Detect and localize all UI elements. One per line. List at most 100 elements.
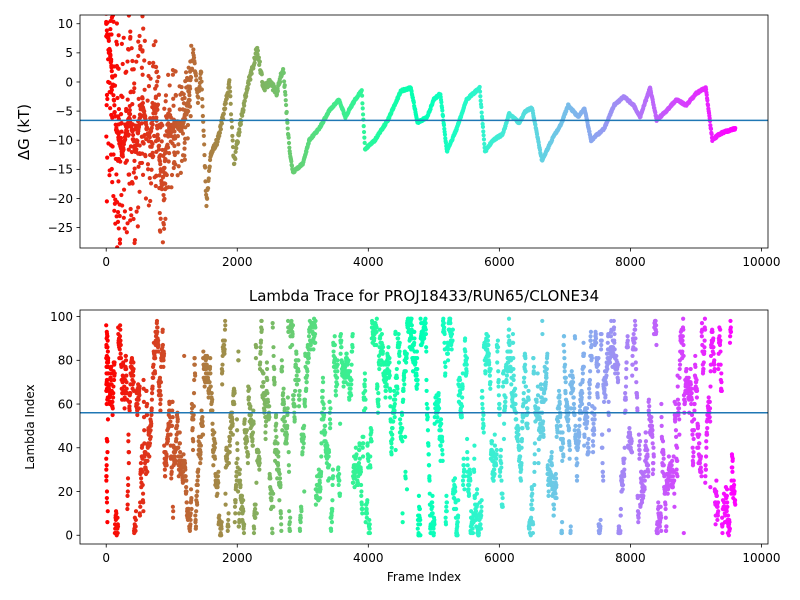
delta-g-point xyxy=(193,73,199,78)
delta-g-point xyxy=(282,79,287,84)
lambda-point xyxy=(498,454,503,459)
lambda-point xyxy=(133,517,138,523)
delta-g-point xyxy=(127,111,132,116)
delta-g-point xyxy=(246,81,251,87)
lambda-point xyxy=(235,447,240,453)
lambda-point xyxy=(388,404,393,409)
delta-g-point xyxy=(281,67,286,72)
lambda-point xyxy=(245,460,251,466)
lambda-point xyxy=(216,480,221,485)
lambda-point xyxy=(515,439,521,444)
delta-g-point xyxy=(147,152,153,158)
lambda-point xyxy=(277,498,282,503)
lambda-point xyxy=(219,533,224,538)
lambda-point xyxy=(257,456,262,461)
lambda-point xyxy=(220,369,225,374)
lambda-point xyxy=(118,323,123,328)
lambda-point xyxy=(233,498,238,503)
lambda-point xyxy=(480,395,485,400)
lambda-point xyxy=(362,384,367,389)
lambda-point xyxy=(230,432,235,437)
delta-g-point xyxy=(130,181,135,186)
lambda-point xyxy=(272,375,277,380)
delta-g-point xyxy=(120,61,125,67)
lambda-point xyxy=(227,436,233,442)
lambda-point xyxy=(276,450,281,455)
lambda-point xyxy=(267,415,272,420)
lambda-point xyxy=(483,371,488,376)
lambda-point xyxy=(142,441,147,446)
lambda-point xyxy=(163,474,168,479)
lambda-point xyxy=(377,366,382,372)
lambda-point xyxy=(170,415,175,420)
lambda-point xyxy=(241,498,246,503)
delta-g-point xyxy=(153,39,158,44)
delta-g-y-tick-label: −10 xyxy=(48,134,73,148)
lambda-point xyxy=(222,347,227,352)
delta-g-point xyxy=(142,38,147,43)
lambda-point xyxy=(319,469,324,474)
delta-g-point xyxy=(200,96,205,102)
delta-g-x-tick-label: 4000 xyxy=(353,255,384,269)
lambda-point xyxy=(292,404,298,409)
lambda-point xyxy=(494,452,499,457)
delta-g-point xyxy=(139,160,145,166)
delta-g-point xyxy=(147,60,152,66)
delta-g-point xyxy=(158,162,163,167)
lambda-point xyxy=(271,491,276,496)
lambda-point xyxy=(327,417,333,422)
delta-g-x-tick-label: 8000 xyxy=(615,255,646,269)
lambda-point xyxy=(462,487,467,492)
lambda-point xyxy=(177,450,183,455)
delta-g-point xyxy=(161,174,166,179)
lambda-point xyxy=(168,419,173,424)
lambda-point xyxy=(302,397,308,402)
delta-g-point xyxy=(170,72,176,77)
delta-g-point xyxy=(360,112,366,117)
delta-g-point xyxy=(162,106,167,111)
delta-g-y-tick-label: −20 xyxy=(48,192,73,206)
lambda-point xyxy=(391,388,397,394)
lambda-point xyxy=(184,489,189,494)
lambda-point xyxy=(276,454,281,459)
lambda-point xyxy=(461,463,466,468)
lambda-point xyxy=(110,406,115,411)
delta-g-point xyxy=(205,196,210,201)
delta-g-point xyxy=(165,142,170,147)
delta-g-point xyxy=(478,94,483,99)
delta-g-point xyxy=(241,107,246,113)
delta-g-point xyxy=(183,70,189,75)
lambda-point xyxy=(448,321,453,326)
lambda-point xyxy=(144,388,149,394)
lambda-point xyxy=(285,395,290,400)
delta-g-point xyxy=(173,93,179,98)
lambda-point xyxy=(182,460,188,466)
lambda-point xyxy=(459,415,464,420)
delta-g-point xyxy=(130,102,135,107)
lambda-point xyxy=(359,489,364,494)
lambda-point xyxy=(495,345,501,350)
lambda-point xyxy=(251,421,256,426)
delta-g-point xyxy=(111,193,116,199)
lambda-point xyxy=(465,450,470,455)
lambda-point xyxy=(473,509,479,514)
lambda-point xyxy=(492,443,498,448)
delta-g-point xyxy=(132,114,137,119)
delta-g-point xyxy=(123,137,128,142)
lambda-point xyxy=(235,489,241,494)
lambda-point xyxy=(270,530,275,536)
lambda-point xyxy=(279,369,285,374)
lambda-point xyxy=(193,373,198,378)
lambda-point xyxy=(460,384,465,389)
lambda-point xyxy=(279,528,284,533)
lambda-point xyxy=(223,318,228,324)
lambda-point xyxy=(297,388,302,394)
delta-g-point xyxy=(128,90,133,95)
lambda-point xyxy=(236,524,241,529)
lambda-point xyxy=(195,489,200,494)
lambda-point xyxy=(230,417,235,422)
lambda-point xyxy=(495,349,500,354)
delta-g-point xyxy=(159,187,165,192)
lambda-point xyxy=(416,493,422,498)
